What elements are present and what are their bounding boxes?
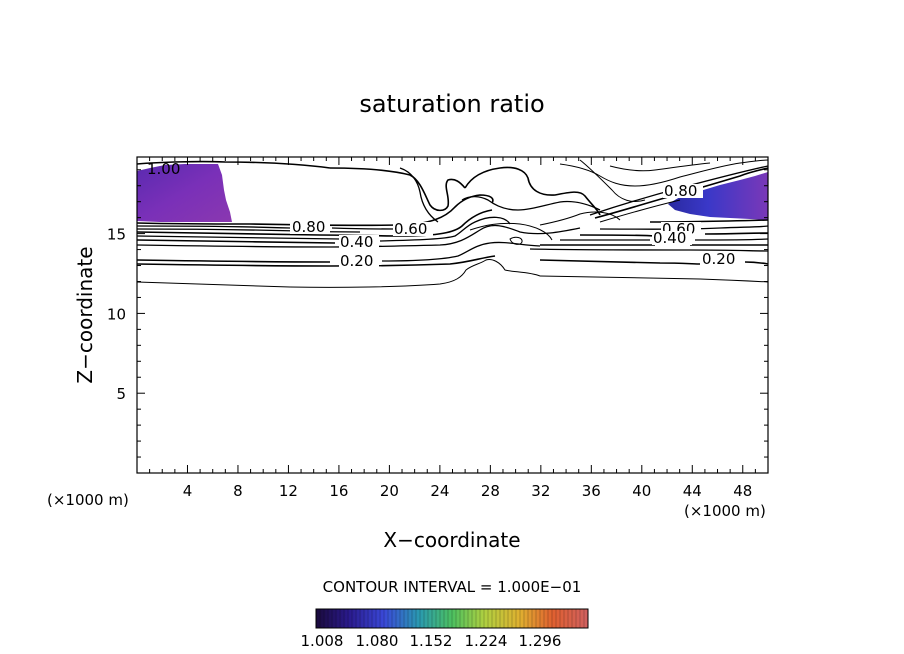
colorbar-label: 1.224 xyxy=(465,632,508,650)
y-axis-title: Z−coordinate xyxy=(73,246,97,383)
colorbar-gradient xyxy=(316,609,588,628)
colorbar-label: 1.080 xyxy=(356,632,399,650)
supersaturation-region-right xyxy=(668,172,768,220)
x-tick-label: 16 xyxy=(329,482,348,500)
contour-label: 0.60 xyxy=(394,220,427,238)
axis-ticks xyxy=(137,157,768,473)
contour-label: 0.40 xyxy=(340,233,373,251)
y-tick-label: 15 xyxy=(107,226,126,244)
x-tick-label: 44 xyxy=(683,482,702,500)
x-tick-label: 12 xyxy=(279,482,298,500)
x-tick-label: 20 xyxy=(380,482,399,500)
colorbar-label: 1.296 xyxy=(519,632,562,650)
y-tick-labels: 5 10 15 xyxy=(107,226,126,404)
contour-label: 0.20 xyxy=(702,250,735,268)
colorbar: 1.008 1.080 1.152 1.224 1.296 xyxy=(301,608,589,650)
x-axis-title: X−coordinate xyxy=(383,528,520,552)
contour-interval-label: CONTOUR INTERVAL = 1.000E−01 xyxy=(323,578,582,596)
x-tick-labels: 4 8 12 16 20 24 28 32 36 40 44 48 xyxy=(183,482,753,500)
x-tick-label: 28 xyxy=(481,482,500,500)
contour-label: 0.40 xyxy=(653,229,686,247)
contour-label: 1.00 xyxy=(147,160,180,178)
contour-label: 0.80 xyxy=(664,182,697,200)
contour-label: 0.80 xyxy=(292,218,325,236)
y-tick-label: 10 xyxy=(107,305,126,323)
x-unit-label-left: (×1000 m) xyxy=(47,491,129,509)
x-unit-label-right: (×1000 m) xyxy=(684,502,766,520)
contour-label-group: 1.00 0.80 0.40 0.20 0.60 0.80 0.60 0.40 … xyxy=(147,160,741,270)
y-tick-label: 5 xyxy=(116,385,126,403)
colorbar-stripes xyxy=(315,609,589,628)
colorbar-label: 1.008 xyxy=(301,632,344,650)
chart-title: saturation ratio xyxy=(359,90,544,118)
colorbar-labels: 1.008 1.080 1.152 1.224 1.296 xyxy=(301,632,562,650)
x-tick-label: 32 xyxy=(531,482,550,500)
x-tick-label: 40 xyxy=(632,482,651,500)
supersaturation-region-left xyxy=(137,164,232,222)
x-tick-label: 36 xyxy=(582,482,601,500)
contour-label: 0.20 xyxy=(340,252,373,270)
colorbar-label: 1.152 xyxy=(410,632,453,650)
x-tick-label: 4 xyxy=(183,482,193,500)
x-tick-label: 48 xyxy=(733,482,752,500)
x-tick-label: 24 xyxy=(430,482,449,500)
x-tick-label: 8 xyxy=(233,482,243,500)
